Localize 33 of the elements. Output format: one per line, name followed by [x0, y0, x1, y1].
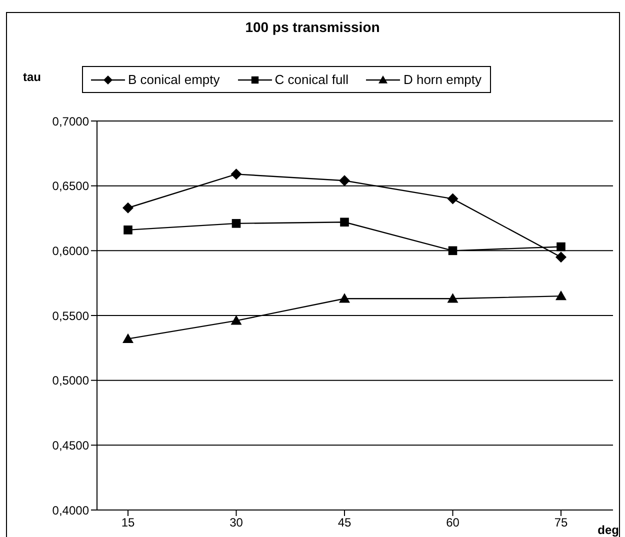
point	[447, 293, 458, 303]
y-axis-title: tau	[23, 70, 41, 84]
y-tick-label: 0,4000	[52, 503, 90, 518]
x-axis-title: deg	[598, 523, 619, 537]
point	[339, 175, 350, 186]
point	[124, 226, 132, 234]
point	[122, 202, 134, 214]
point	[339, 293, 350, 303]
point	[232, 219, 241, 228]
point	[447, 193, 458, 204]
point	[122, 333, 134, 343]
x-tick-label: 75	[554, 516, 568, 530]
y-tick-label: 0,7000	[52, 114, 90, 128]
legend-label: B conical empty	[128, 72, 220, 87]
point	[556, 242, 566, 252]
chart-title: 100 ps transmission	[244, 19, 381, 35]
x-tick-label: 45	[338, 516, 352, 530]
x-tick-label: 30	[230, 516, 244, 530]
point	[556, 252, 566, 263]
y-tick-label: 0,5500	[52, 308, 90, 323]
point	[230, 168, 242, 180]
y-tick-label: 0,5000	[52, 374, 90, 388]
point	[556, 290, 566, 300]
legend-label: D horn empty	[403, 72, 482, 87]
y-tick-label: 0,4500	[52, 438, 90, 452]
point	[448, 246, 458, 256]
point	[230, 315, 242, 325]
point	[340, 218, 349, 227]
x-tick-label: 60	[446, 516, 460, 530]
x-tick-label: 15	[121, 516, 135, 530]
y-tick-label: 0,6000	[52, 244, 90, 258]
y-tick-label: 0,6500	[52, 179, 90, 194]
legend-label: C conical full	[274, 72, 348, 87]
